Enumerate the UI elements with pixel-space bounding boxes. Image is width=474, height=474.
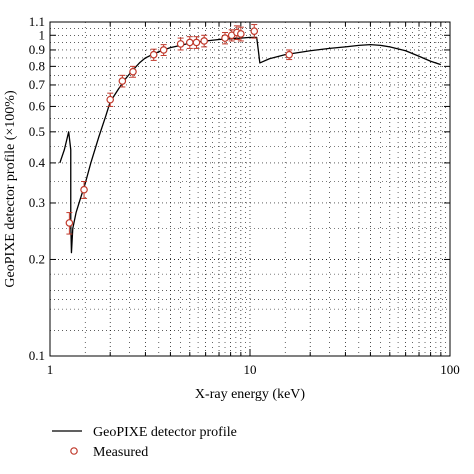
plot-frame [49,21,451,357]
series-layer [59,24,442,254]
y-tick-label: 0.2 [29,251,45,266]
data-point [285,50,293,59]
legend-marker-swatch [70,447,78,455]
legend: GeoPIXE detector profile Measured [52,425,237,460]
data-point [106,95,115,104]
y-tick-label: 1.1 [29,14,45,29]
y-tick-label: 0.8 [29,58,45,73]
x-tick-label: 10 [244,362,257,377]
y-tick-labels: 0.1 0.2 0.3 0.4 0.5 0.6 0.7 0.80.911.1 [29,14,46,363]
data-point [221,34,229,42]
data-point [200,37,208,45]
y-tick-label: 0.6 [29,98,46,113]
y-tick-label: 1 [39,27,46,42]
data-point [250,27,259,35]
legend-marker-label: Measured [93,445,148,460]
y-tick-label: 0.9 [29,42,45,57]
x-tick-label: 100 [440,362,460,377]
data-point [176,40,185,48]
data-point [159,46,168,54]
y-tick-label: 0.5 [29,124,45,139]
data-point [237,30,245,38]
y-tick-label: 0.1 [29,348,45,363]
data-point [185,38,194,47]
x-tick-labels: 1 10 100 [47,362,460,377]
grid [50,22,450,356]
data-point [80,185,88,194]
data-point [65,219,74,227]
y-tick-label: 0.7 [29,77,46,92]
y-axis-label: GeoPIXE detector profile (×100%) [3,90,18,288]
series-line-0 [59,36,442,254]
data-point [129,67,137,76]
y-tick-label: 0.4 [29,155,46,170]
y-tick-label: 0.3 [29,195,45,210]
x-tick-label: 1 [47,362,54,377]
data-point [192,38,201,47]
axis-ticks [50,21,450,357]
data-point [149,50,158,59]
x-axis-label: X-ray energy (keV) [195,387,305,402]
legend-line-label: GeoPIXE detector profile [93,425,237,440]
data-point [118,77,127,85]
